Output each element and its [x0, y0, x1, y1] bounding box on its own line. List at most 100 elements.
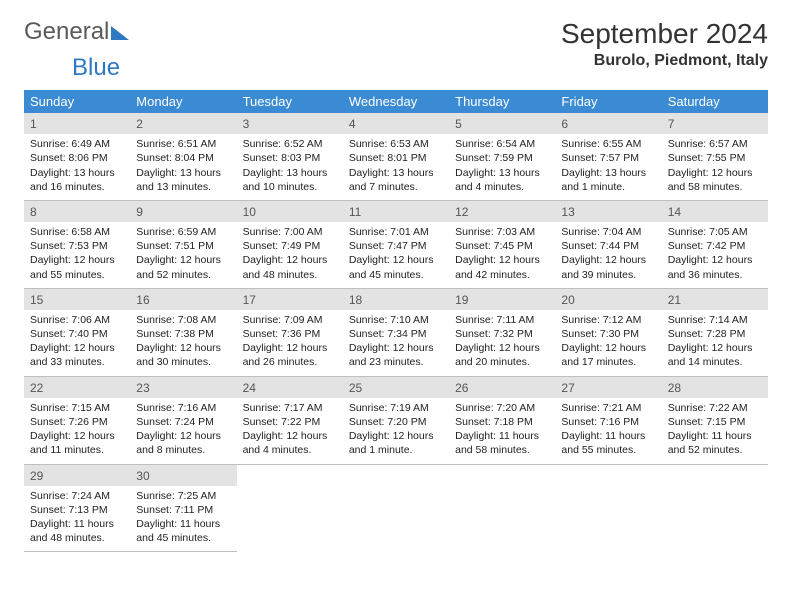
day-number: 13 — [555, 200, 661, 222]
day-cell: Sunrise: 6:55 AMSunset: 7:57 PMDaylight:… — [555, 134, 661, 200]
calendar-table: SundayMondayTuesdayWednesdayThursdayFrid… — [24, 90, 768, 552]
location: Burolo, Piedmont, Italy — [561, 52, 768, 70]
day-number: 21 — [662, 288, 768, 310]
logo-triangle-icon — [111, 26, 129, 40]
day-number: 5 — [449, 113, 555, 134]
day-cell: Sunrise: 7:03 AMSunset: 7:45 PMDaylight:… — [449, 222, 555, 288]
day-info: Sunrise: 7:16 AMSunset: 7:24 PMDaylight:… — [136, 401, 230, 458]
logo: General — [24, 18, 129, 46]
day-number: 20 — [555, 288, 661, 310]
day-cell: Sunrise: 7:24 AMSunset: 7:13 PMDaylight:… — [24, 486, 130, 552]
day-info: Sunrise: 7:10 AMSunset: 7:34 PMDaylight:… — [349, 313, 443, 370]
day-info: Sunrise: 6:59 AMSunset: 7:51 PMDaylight:… — [136, 225, 230, 282]
day-number: 23 — [130, 376, 236, 398]
day-number: 9 — [130, 200, 236, 222]
day-info: Sunrise: 7:01 AMSunset: 7:47 PMDaylight:… — [349, 225, 443, 282]
day-number: 11 — [343, 200, 449, 222]
day-header: Tuesday — [237, 90, 343, 113]
day-number: 15 — [24, 288, 130, 310]
day-info: Sunrise: 7:04 AMSunset: 7:44 PMDaylight:… — [561, 225, 655, 282]
day-header: Monday — [130, 90, 236, 113]
day-cell: Sunrise: 7:17 AMSunset: 7:22 PMDaylight:… — [237, 398, 343, 464]
day-cell: Sunrise: 6:53 AMSunset: 8:01 PMDaylight:… — [343, 134, 449, 200]
day-info: Sunrise: 7:15 AMSunset: 7:26 PMDaylight:… — [30, 401, 124, 458]
day-info: Sunrise: 7:12 AMSunset: 7:30 PMDaylight:… — [561, 313, 655, 370]
day-cell: Sunrise: 7:15 AMSunset: 7:26 PMDaylight:… — [24, 398, 130, 464]
day-number-row: 15161718192021 — [24, 288, 768, 310]
day-number — [662, 464, 768, 486]
title-block: September 2024 Burolo, Piedmont, Italy — [561, 18, 768, 70]
day-cell: Sunrise: 7:05 AMSunset: 7:42 PMDaylight:… — [662, 222, 768, 288]
day-cell — [449, 486, 555, 552]
day-info: Sunrise: 7:24 AMSunset: 7:13 PMDaylight:… — [30, 489, 124, 546]
day-cell: Sunrise: 7:11 AMSunset: 7:32 PMDaylight:… — [449, 310, 555, 376]
day-number: 10 — [237, 200, 343, 222]
day-content-row: Sunrise: 6:49 AMSunset: 8:06 PMDaylight:… — [24, 134, 768, 200]
day-cell: Sunrise: 7:10 AMSunset: 7:34 PMDaylight:… — [343, 310, 449, 376]
day-number: 30 — [130, 464, 236, 486]
day-number: 17 — [237, 288, 343, 310]
day-cell: Sunrise: 6:57 AMSunset: 7:55 PMDaylight:… — [662, 134, 768, 200]
day-info: Sunrise: 7:05 AMSunset: 7:42 PMDaylight:… — [668, 225, 762, 282]
day-number: 26 — [449, 376, 555, 398]
day-info: Sunrise: 7:00 AMSunset: 7:49 PMDaylight:… — [243, 225, 337, 282]
day-info: Sunrise: 6:53 AMSunset: 8:01 PMDaylight:… — [349, 137, 443, 194]
day-cell: Sunrise: 7:01 AMSunset: 7:47 PMDaylight:… — [343, 222, 449, 288]
day-cell: Sunrise: 6:49 AMSunset: 8:06 PMDaylight:… — [24, 134, 130, 200]
day-info: Sunrise: 6:54 AMSunset: 7:59 PMDaylight:… — [455, 137, 549, 194]
day-cell: Sunrise: 6:54 AMSunset: 7:59 PMDaylight:… — [449, 134, 555, 200]
day-number — [555, 464, 661, 486]
day-number — [449, 464, 555, 486]
day-info: Sunrise: 7:20 AMSunset: 7:18 PMDaylight:… — [455, 401, 549, 458]
day-content-row: Sunrise: 7:15 AMSunset: 7:26 PMDaylight:… — [24, 398, 768, 464]
day-number: 16 — [130, 288, 236, 310]
day-number: 25 — [343, 376, 449, 398]
day-number: 12 — [449, 200, 555, 222]
day-info: Sunrise: 6:52 AMSunset: 8:03 PMDaylight:… — [243, 137, 337, 194]
day-number: 18 — [343, 288, 449, 310]
logo-text-1: General — [24, 18, 109, 46]
day-number: 2 — [130, 113, 236, 134]
day-info: Sunrise: 7:08 AMSunset: 7:38 PMDaylight:… — [136, 313, 230, 370]
day-header: Wednesday — [343, 90, 449, 113]
day-cell: Sunrise: 7:09 AMSunset: 7:36 PMDaylight:… — [237, 310, 343, 376]
day-content-row: Sunrise: 6:58 AMSunset: 7:53 PMDaylight:… — [24, 222, 768, 288]
day-number: 3 — [237, 113, 343, 134]
day-cell: Sunrise: 7:12 AMSunset: 7:30 PMDaylight:… — [555, 310, 661, 376]
day-cell: Sunrise: 7:22 AMSunset: 7:15 PMDaylight:… — [662, 398, 768, 464]
day-content-row: Sunrise: 7:24 AMSunset: 7:13 PMDaylight:… — [24, 486, 768, 552]
day-number — [343, 464, 449, 486]
day-info: Sunrise: 7:09 AMSunset: 7:36 PMDaylight:… — [243, 313, 337, 370]
day-cell: Sunrise: 7:06 AMSunset: 7:40 PMDaylight:… — [24, 310, 130, 376]
day-number: 8 — [24, 200, 130, 222]
day-cell: Sunrise: 7:21 AMSunset: 7:16 PMDaylight:… — [555, 398, 661, 464]
day-cell: Sunrise: 6:58 AMSunset: 7:53 PMDaylight:… — [24, 222, 130, 288]
day-info: Sunrise: 7:14 AMSunset: 7:28 PMDaylight:… — [668, 313, 762, 370]
day-info: Sunrise: 7:19 AMSunset: 7:20 PMDaylight:… — [349, 401, 443, 458]
day-number: 6 — [555, 113, 661, 134]
day-cell: Sunrise: 6:59 AMSunset: 7:51 PMDaylight:… — [130, 222, 236, 288]
day-number: 27 — [555, 376, 661, 398]
day-info: Sunrise: 7:22 AMSunset: 7:15 PMDaylight:… — [668, 401, 762, 458]
day-info: Sunrise: 6:58 AMSunset: 7:53 PMDaylight:… — [30, 225, 124, 282]
day-info: Sunrise: 7:06 AMSunset: 7:40 PMDaylight:… — [30, 313, 124, 370]
day-number: 19 — [449, 288, 555, 310]
day-info: Sunrise: 6:57 AMSunset: 7:55 PMDaylight:… — [668, 137, 762, 194]
day-number: 24 — [237, 376, 343, 398]
day-header-row: SundayMondayTuesdayWednesdayThursdayFrid… — [24, 90, 768, 113]
day-cell: Sunrise: 7:14 AMSunset: 7:28 PMDaylight:… — [662, 310, 768, 376]
day-cell: Sunrise: 7:19 AMSunset: 7:20 PMDaylight:… — [343, 398, 449, 464]
day-header: Thursday — [449, 90, 555, 113]
day-cell: Sunrise: 7:25 AMSunset: 7:11 PMDaylight:… — [130, 486, 236, 552]
day-cell — [343, 486, 449, 552]
day-number-row: 1234567 — [24, 113, 768, 134]
day-info: Sunrise: 7:11 AMSunset: 7:32 PMDaylight:… — [455, 313, 549, 370]
day-cell — [662, 486, 768, 552]
day-number: 4 — [343, 113, 449, 134]
day-cell: Sunrise: 7:00 AMSunset: 7:49 PMDaylight:… — [237, 222, 343, 288]
day-number-row: 22232425262728 — [24, 376, 768, 398]
day-number: 22 — [24, 376, 130, 398]
day-content-row: Sunrise: 7:06 AMSunset: 7:40 PMDaylight:… — [24, 310, 768, 376]
day-header: Sunday — [24, 90, 130, 113]
day-cell: Sunrise: 7:16 AMSunset: 7:24 PMDaylight:… — [130, 398, 236, 464]
